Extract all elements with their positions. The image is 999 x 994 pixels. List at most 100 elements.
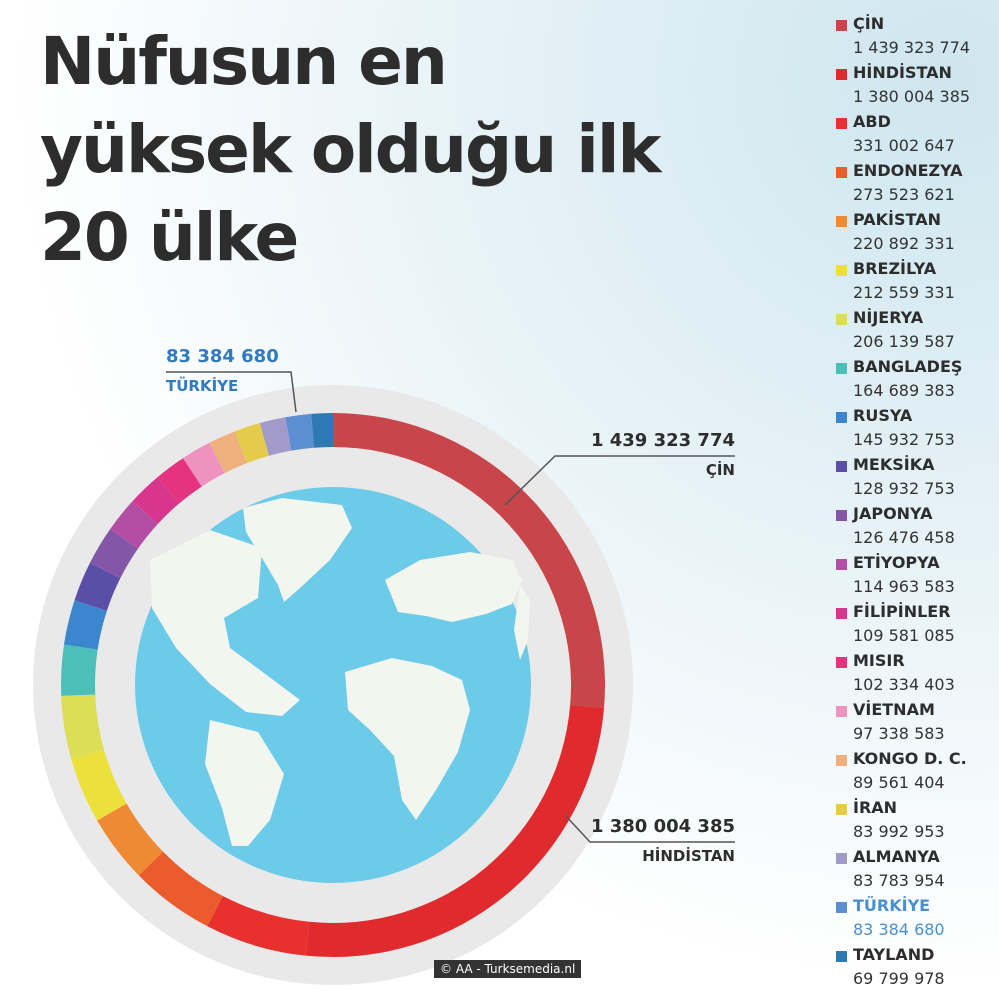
legend-label: BANGLADEŞ <box>853 357 963 376</box>
leader-turkey <box>166 371 297 413</box>
callout-india-value: 1 380 004 385 <box>590 816 735 837</box>
globe-icon <box>150 498 530 846</box>
legend-value: 206 139 587 <box>853 332 955 351</box>
callout-leaders <box>166 371 735 843</box>
legend-swatch <box>836 755 847 766</box>
legend-item-rusya: RUSYA 145 932 753 <box>836 404 999 453</box>
legend-label: NİJERYA <box>853 308 924 327</box>
slice-endonezya <box>138 851 223 927</box>
legend-item-almanya: ALMANYA 83 783 954 <box>836 845 999 894</box>
slice-nijerya <box>61 694 105 760</box>
legend-item-banglades: BANGLADEŞ 164 689 383 <box>836 355 999 404</box>
legend-item-turkiye: TÜRKİYE 83 384 680 <box>836 894 999 943</box>
slice-iran <box>234 423 269 464</box>
slice-turkiye <box>285 413 314 451</box>
legend-value: 109 581 085 <box>853 626 955 645</box>
legend-value: 1 439 323 774 <box>853 38 971 57</box>
legend-value: 273 523 621 <box>853 185 955 204</box>
legend-swatch <box>836 20 847 31</box>
legend-swatch <box>836 951 847 962</box>
legend-value: 83 384 680 <box>853 920 945 939</box>
legend-label: TAYLAND <box>853 945 935 964</box>
legend-swatch <box>836 461 847 472</box>
legend-item-abd: ABD 331 002 647 <box>836 110 999 159</box>
chart-title: Nüfusun en yüksek olduğu ilk 20 ülke <box>40 18 661 282</box>
callout-china: 1 439 323 774 ÇİN <box>591 430 735 479</box>
legend-value: 114 963 583 <box>853 577 955 596</box>
legend-value: 83 783 954 <box>853 871 945 890</box>
legend-value: 212 559 331 <box>853 283 955 302</box>
legend-value: 97 338 583 <box>853 724 945 743</box>
legend-item-cin: ÇİN 1 439 323 774 <box>836 12 999 61</box>
legend-label: ETİYOPYA <box>853 553 940 572</box>
legend-value: 126 476 458 <box>853 528 955 547</box>
donut-slices <box>60 413 605 957</box>
legend-value: 83 992 953 <box>853 822 945 841</box>
title-line-1: Nüfusun en <box>40 23 448 100</box>
legend-value: 164 689 383 <box>853 381 955 400</box>
legend-swatch <box>836 510 847 521</box>
legend-value: 128 932 753 <box>853 479 955 498</box>
callout-turkey-name: TÜRKİYE <box>166 377 239 395</box>
legend-item-tayland: TAYLAND 69 799 978 <box>836 943 999 992</box>
legend-swatch <box>836 216 847 227</box>
legend-value: 1 380 004 385 <box>853 87 971 106</box>
legend-label: JAPONYA <box>853 504 933 523</box>
slice-cin <box>333 413 605 708</box>
legend-label: ÇİN <box>853 14 885 33</box>
legend-label: KONGO D. C. <box>853 749 967 768</box>
slice-kongo-d-c <box>209 431 248 474</box>
slice-misir <box>157 458 202 504</box>
legend-label: VİETNAM <box>853 700 935 719</box>
title-line-2: yüksek olduğu ilk <box>40 111 661 188</box>
slice-japonya <box>89 528 139 579</box>
callout-india: 1 380 004 385 HİNDİSTAN <box>591 816 735 865</box>
legend-item-pakistan: PAKİSTAN 220 892 331 <box>836 208 999 257</box>
legend-label: FİLİPİNLER <box>853 602 951 621</box>
legend-label: MISIR <box>853 651 905 670</box>
slice-hindistan <box>305 705 605 957</box>
legend-swatch <box>836 559 847 570</box>
legend-swatch <box>836 69 847 80</box>
callout-china-name: ÇİN <box>705 461 735 479</box>
slice-brezilya <box>71 750 127 821</box>
legend-label: RUSYA <box>853 406 913 425</box>
legend-label: PAKİSTAN <box>853 210 941 229</box>
legend-item-filipinler: FİLİPİNLER 109 581 085 <box>836 600 999 649</box>
legend-swatch <box>836 363 847 374</box>
callout-turkey: 83 384 680 TÜRKİYE <box>166 346 279 395</box>
legend-swatch <box>836 608 847 619</box>
legend-label: BREZİLYA <box>853 259 937 278</box>
legend-swatch <box>836 412 847 423</box>
legend-label: ABD <box>853 112 891 131</box>
slice-tayland <box>311 413 333 448</box>
leader-india <box>564 814 735 843</box>
legend-swatch <box>836 853 847 864</box>
legend-item-hindistan: HİNDİSTAN 1 380 004 385 <box>836 61 999 110</box>
legend-swatch <box>836 804 847 815</box>
legend-item-iran: İRAN 83 992 953 <box>836 796 999 845</box>
legend-item-brezilya: BREZİLYA 212 559 331 <box>836 257 999 306</box>
slice-vietnam <box>183 442 225 487</box>
slice-abd <box>207 896 310 956</box>
legend-swatch <box>836 902 847 913</box>
title-line-3: 20 ülke <box>40 199 299 276</box>
legend-label: MEKSİKA <box>853 455 935 474</box>
legend-item-japonya: JAPONYA 126 476 458 <box>836 502 999 551</box>
slice-etiyopya <box>110 500 158 549</box>
legend-value: 145 932 753 <box>853 430 955 449</box>
legend-swatch <box>836 118 847 129</box>
legend-swatch <box>836 657 847 668</box>
legend-value: 89 561 404 <box>853 773 945 792</box>
callout-india-name: HİNDİSTAN <box>642 847 735 865</box>
callout-china-value: 1 439 323 774 <box>590 430 735 451</box>
slice-rusya <box>64 600 107 650</box>
slice-meksika <box>74 562 121 611</box>
legend-value: 220 892 331 <box>853 234 955 253</box>
legend-value: 102 334 403 <box>853 675 955 694</box>
slice-banglades <box>60 644 98 696</box>
legend-item-misir: MISIR 102 334 403 <box>836 649 999 698</box>
legend-swatch <box>836 167 847 178</box>
legend-label: HİNDİSTAN <box>853 63 952 82</box>
